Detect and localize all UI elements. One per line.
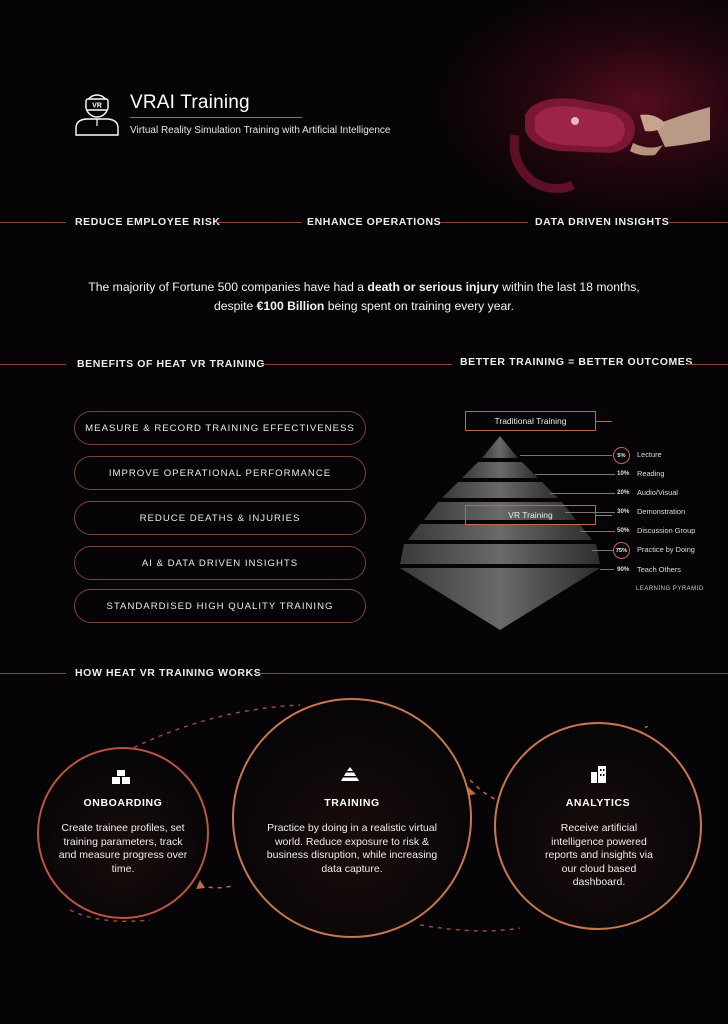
benefits-heading: BENEFITS OF HEAT VR TRAINING xyxy=(77,358,266,370)
level-percent: 30% xyxy=(617,508,630,515)
key-statement: The majority of Fortune 500 companies ha… xyxy=(88,280,640,313)
level-percent: 90% xyxy=(617,566,630,573)
onboarding-text: Create trainee profiles, set training pa… xyxy=(58,822,188,875)
pyramid-tier xyxy=(424,502,576,520)
level-label: Demonstration xyxy=(637,507,686,516)
level-line xyxy=(565,512,615,513)
page-subtitle: Virtual Reality Simulation Training with… xyxy=(130,125,391,136)
pyramid-tier xyxy=(442,482,558,498)
section-divider xyxy=(0,673,66,674)
pyramid-base xyxy=(400,568,600,630)
level-label: Reading xyxy=(637,469,665,478)
connector xyxy=(596,421,612,422)
analytics-title: ANALYTICS xyxy=(565,797,631,809)
pyramid-tier xyxy=(482,436,518,458)
benefit-item: STANDARDISED HIGH QUALITY TRAINING xyxy=(74,589,366,623)
pyramid-heading: BETTER TRAINING = BETTER OUTCOMES xyxy=(460,356,694,368)
pyramid-tier xyxy=(400,544,600,564)
cubes-icon xyxy=(112,770,130,784)
pillar-divider xyxy=(668,222,728,223)
pillar-reduce-risk: REDUCE EMPLOYEE RISK xyxy=(75,216,221,228)
level-label: Teach Others xyxy=(637,565,681,574)
connector xyxy=(596,515,612,516)
level-percent: 10% xyxy=(617,470,630,477)
section-divider xyxy=(0,364,66,365)
pillar-divider xyxy=(216,222,302,223)
onboarding-circle xyxy=(37,747,209,919)
vr-training-label: VR Training xyxy=(465,505,596,525)
vr-headset-person-icon: VR xyxy=(75,94,119,136)
logo-badge-text: VR xyxy=(92,103,102,110)
benefit-item: IMPROVE OPERATIONAL PERFORMANCE xyxy=(74,456,366,490)
traditional-training-label: Traditional Training xyxy=(465,411,596,431)
training-title: TRAINING xyxy=(324,797,380,809)
level-label: Discussion Group xyxy=(637,526,696,535)
level-line xyxy=(520,455,612,456)
pillar-divider xyxy=(440,222,528,223)
level-percent-highlight: 5% xyxy=(613,447,630,464)
section-divider xyxy=(686,364,728,365)
pyramid-icon xyxy=(341,767,359,781)
pillar-enhance-operations: ENHANCE OPERATIONS xyxy=(307,216,442,228)
pillar-data-insights: DATA DRIVEN INSIGHTS xyxy=(535,216,670,228)
how-heading: HOW HEAT VR TRAINING WORKS xyxy=(75,667,262,679)
level-line xyxy=(580,531,615,532)
training-circle xyxy=(232,698,472,938)
level-label: Audio/Visual xyxy=(637,488,678,497)
title-divider xyxy=(130,117,302,118)
analytics-text: Receive artificial intelligence powered … xyxy=(545,822,653,888)
vr-headset-hand-icon xyxy=(509,98,710,193)
benefit-item: REDUCE DEATHS & INJURIES xyxy=(74,501,366,535)
section-divider xyxy=(262,364,452,365)
analytics-circle xyxy=(494,722,702,930)
level-label: Lecture xyxy=(637,450,662,459)
benefit-item: MEASURE & RECORD TRAINING EFFECTIVENESS xyxy=(74,411,366,445)
level-line xyxy=(535,474,615,475)
section-divider xyxy=(255,673,728,674)
building-icon xyxy=(591,766,606,783)
level-line xyxy=(592,550,614,551)
level-percent: 50% xyxy=(617,527,630,534)
page-title: VRAI Training xyxy=(130,92,250,113)
level-line xyxy=(550,493,615,494)
benefit-item: AI & DATA DRIVEN INSIGHTS xyxy=(74,546,366,580)
training-text: Practice by doing in a realistic virtual… xyxy=(266,822,438,875)
onboarding-title: ONBOARDING xyxy=(83,797,163,809)
level-label: Practice by Doing xyxy=(637,545,695,554)
pyramid-tier xyxy=(408,524,592,540)
pyramid-caption: LEARNING PYRAMID xyxy=(636,586,704,592)
level-percent: 20% xyxy=(617,489,630,496)
pillar-divider xyxy=(0,222,66,223)
level-line xyxy=(600,569,614,570)
pyramid-tier xyxy=(462,462,538,478)
learning-pyramid-graphic xyxy=(400,436,600,630)
level-percent-highlight: 75% xyxy=(613,542,630,559)
